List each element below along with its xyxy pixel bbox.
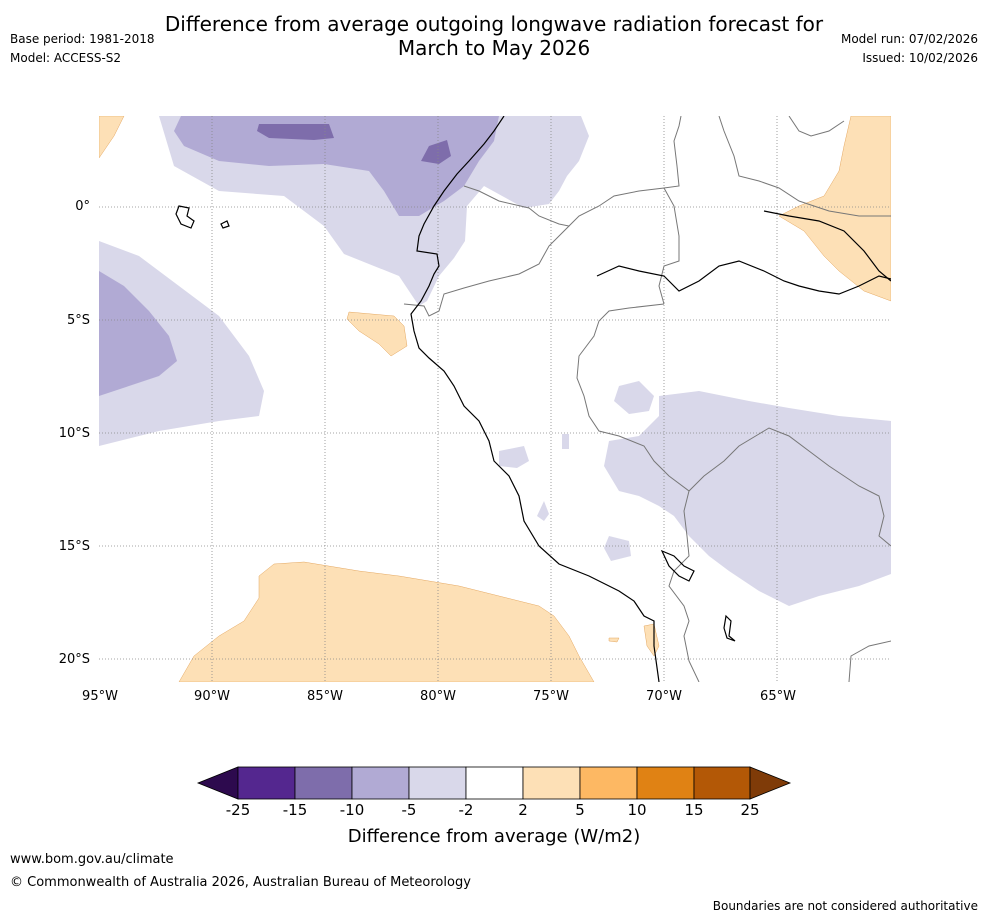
- lat-label-20s: 20°S: [58, 652, 90, 667]
- colorbar-tick: -15: [282, 801, 308, 819]
- colorbar-bin-10-to-15: [636, 766, 695, 800]
- issued-date: Issued: 10/02/2026: [862, 51, 978, 65]
- boundary-disclaimer: Boundaries are not considered authoritat…: [712, 899, 978, 913]
- lon-label-70w: 70°W: [646, 689, 682, 704]
- anomaly-strong-negative: [257, 124, 451, 164]
- colorbar-extend-high: [749, 766, 792, 800]
- coastline: [175, 116, 891, 682]
- colorbar-tick: 10: [627, 801, 647, 819]
- anomaly-light-positive: [99, 116, 891, 682]
- colorbar-bin--15-to--10: [294, 766, 353, 800]
- map-title: Difference from average outgoing longwav…: [0, 12, 988, 60]
- country-boundaries: [403, 116, 891, 682]
- lat-label-0: 0°: [75, 199, 90, 214]
- lon-label-95w: 95°W: [82, 689, 118, 704]
- model-run-date: Model run: 07/02/2026: [840, 32, 978, 46]
- colorbar-tick: -25: [225, 801, 251, 819]
- lon-label-65w: 65°W: [760, 689, 796, 704]
- colorbar-bin-5-to-10: [579, 766, 638, 800]
- colorbar-bin--25-to--15: [237, 766, 296, 800]
- lon-label-85w: 85°W: [307, 689, 343, 704]
- colorbar-bin-15-to-25: [693, 766, 751, 800]
- model-name: Model: ACCESS-S2: [10, 51, 122, 65]
- anomaly-medium-negative: [99, 116, 499, 396]
- lon-label-75w: 75°W: [533, 689, 569, 704]
- lon-label-80w: 80°W: [420, 689, 456, 704]
- colorbar-tick: 15: [684, 801, 704, 819]
- title-line-1: Difference from average outgoing longwav…: [164, 12, 824, 36]
- colorbar-bin--2-to-2: [465, 766, 524, 800]
- lat-label-15s: 15°S: [58, 539, 90, 554]
- colorbar-tick: -10: [339, 801, 365, 819]
- colorbar-extend-low: [196, 766, 239, 800]
- forecast-map: [99, 116, 891, 682]
- graticule: [99, 116, 891, 682]
- site-link[interactable]: www.bom.gov.au/climate: [10, 852, 174, 867]
- base-period: Base period: 1981-2018: [10, 32, 155, 46]
- colorbar-bin--5-to--2: [408, 766, 467, 800]
- lat-label-10s: 10°S: [58, 426, 90, 441]
- colorbar-tick: 2: [518, 801, 528, 819]
- colorbar-tick: -5: [401, 801, 417, 819]
- colorbar: [196, 766, 792, 800]
- colorbar-tick: 25: [740, 801, 760, 819]
- colorbar-tick: 5: [575, 801, 585, 819]
- copyright-notice: © Commonwealth of Australia 2026, Austra…: [10, 875, 471, 890]
- colorbar-bin--10-to--5: [351, 766, 410, 800]
- lat-label-5s: 5°S: [66, 313, 90, 328]
- lon-label-90w: 90°W: [194, 689, 230, 704]
- colorbar-label: Difference from average (W/m2): [347, 826, 641, 847]
- title-line-2: March to May 2026: [397, 36, 591, 60]
- colorbar-tick: -2: [458, 801, 474, 819]
- colorbar-bin-2-to-5: [522, 766, 581, 800]
